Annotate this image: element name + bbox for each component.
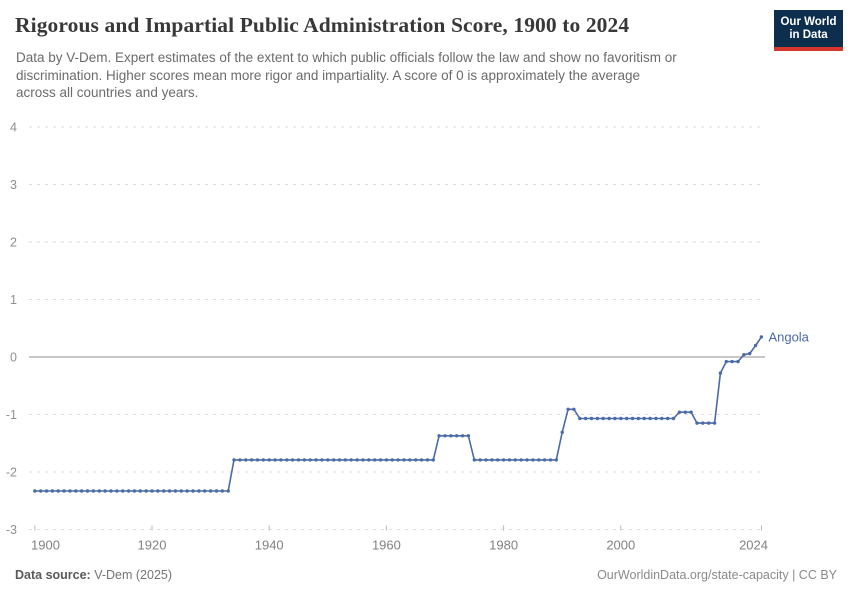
gridlines: [29, 126, 765, 530]
y-tick-label: 2: [10, 236, 17, 250]
owid-logo-box: Our World in Data: [774, 10, 843, 47]
y-tick-label: -3: [6, 523, 17, 537]
chart-subtitle: Data by V-Dem. Expert estimates of the e…: [16, 49, 677, 102]
owid-logo-line-1: Our World: [780, 15, 837, 28]
y-tick-label: -2: [6, 466, 17, 480]
y-tick-label: 1: [10, 293, 17, 307]
subtitle-line-3: across all countries and years.: [16, 85, 199, 101]
x-tick-label: 1920: [138, 538, 167, 553]
y-axis-labels: 4 3 2 1 0 -1 -2 -3: [6, 121, 17, 538]
data-source: Data source: V-Dem (2025): [15, 568, 172, 582]
y-tick-label: 4: [10, 121, 17, 135]
owid-logo-accent-bar: [774, 47, 843, 51]
subtitle-line-2: discrimination. Higher scores mean more …: [16, 67, 641, 83]
owid-logo-line-2: in Data: [789, 28, 828, 41]
data-source-label: Data source:: [15, 568, 91, 582]
y-tick-label: 3: [10, 178, 17, 192]
x-tick-label: 1980: [489, 538, 518, 553]
x-tick-label: 2000: [606, 538, 635, 553]
credit-link[interactable]: OurWorldinData.org/state-capacity | CC B…: [597, 568, 837, 582]
chart-title: Rigorous and Impartial Public Administra…: [15, 13, 630, 37]
owid-logo[interactable]: Our World in Data: [774, 10, 843, 51]
y-tick-label: -1: [6, 408, 17, 422]
data-source-value: V-Dem (2025): [94, 568, 173, 582]
data-line: [33, 336, 763, 492]
x-tick-label: 1960: [372, 538, 401, 553]
x-tick-label: 1900: [31, 538, 60, 553]
x-axis: 1900 1920 1940 1960 1980 2000 2024: [31, 525, 768, 553]
data-points: [33, 335, 764, 493]
x-tick-label: 1940: [255, 538, 284, 553]
y-tick-label: 0: [10, 351, 17, 365]
subtitle-line-1: Data by V-Dem. Expert estimates of the e…: [16, 50, 677, 65]
entity-label: Angola: [768, 329, 809, 344]
x-tick-label: 2024: [739, 538, 768, 553]
